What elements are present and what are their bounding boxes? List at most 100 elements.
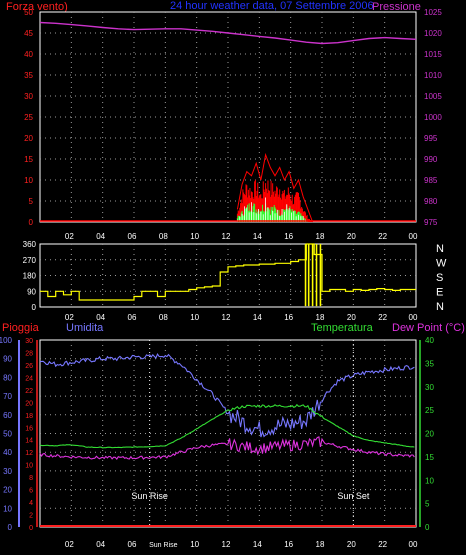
compass-label: N bbox=[436, 243, 444, 255]
x-tick-label: 12 bbox=[222, 232, 231, 241]
x-tick-label: 22 bbox=[378, 232, 387, 241]
x-tick-label: 18 bbox=[316, 313, 325, 322]
temperature-tick-label: 5 bbox=[425, 500, 430, 509]
x-tick-label: 04 bbox=[96, 232, 105, 241]
x-tick-label: 10 bbox=[190, 540, 199, 549]
pressure-axis-title: Pressione bbox=[372, 1, 421, 13]
x-tick-label: 16 bbox=[284, 232, 293, 241]
pressure-tick-label: 1015 bbox=[424, 50, 442, 59]
rain-tick-label: 8 bbox=[29, 475, 33, 482]
x-tick-label: 10 bbox=[190, 313, 199, 322]
temperature-tick-label: 25 bbox=[425, 406, 434, 415]
wind-tick-label: 35 bbox=[24, 71, 33, 80]
wind-tick-label: 0 bbox=[29, 218, 34, 227]
wind-tick-label: 45 bbox=[24, 29, 33, 38]
x-tick-label: 12 bbox=[222, 540, 231, 549]
humidity-tick-label: 40 bbox=[3, 448, 12, 457]
pressure-tick-label: 975 bbox=[424, 218, 438, 227]
pressure-tick-label: 990 bbox=[424, 155, 438, 164]
rain-tick-label: 18 bbox=[25, 413, 33, 420]
dewpoint-axis-title: Dew Point (°C) bbox=[392, 322, 465, 334]
x-tick-label: 02 bbox=[65, 232, 74, 241]
x-tick-label: 12 bbox=[222, 313, 231, 322]
x-tick-label: 08 bbox=[159, 313, 168, 322]
temperature-tick-label: 40 bbox=[425, 336, 434, 345]
direction-tick-label: 0 bbox=[32, 303, 37, 312]
x-tick-label: 06 bbox=[128, 313, 137, 322]
x-tick-label: 16 bbox=[284, 540, 293, 549]
x-tick-label: 00 bbox=[409, 313, 418, 322]
humidity-tick-label: 50 bbox=[3, 430, 12, 439]
wind-tick-label: 5 bbox=[29, 197, 34, 206]
x-tick-label: 22 bbox=[378, 313, 387, 322]
humidity-tick-label: 30 bbox=[3, 467, 12, 476]
rain-tick-label: 12 bbox=[25, 450, 33, 457]
wind-tick-label: 30 bbox=[24, 92, 33, 101]
direction-frame bbox=[39, 243, 417, 308]
x-tick-label: 14 bbox=[253, 540, 262, 549]
x-tick-label: 20 bbox=[347, 540, 356, 549]
wind-tick-label: 25 bbox=[24, 113, 33, 122]
wind-tick-label: 10 bbox=[24, 176, 33, 185]
x-tick-label: 18 bbox=[316, 232, 325, 241]
wind-tick-label: 40 bbox=[24, 50, 33, 59]
x-tick-label: 06 bbox=[128, 232, 137, 241]
direction-line bbox=[40, 243, 416, 301]
direction-tick-label: 180 bbox=[23, 272, 37, 281]
compass-label: S bbox=[436, 272, 443, 284]
humidity-tick-label: 90 bbox=[3, 355, 12, 364]
temperature-tick-label: 20 bbox=[425, 430, 434, 439]
direction-tick-label: 360 bbox=[23, 240, 37, 249]
x-tick-label: 04 bbox=[96, 313, 105, 322]
compass-label: N bbox=[436, 301, 444, 313]
humidity-tick-label: 20 bbox=[3, 486, 12, 495]
temperature-tick-label: 35 bbox=[425, 359, 434, 368]
sunset-label: Sun Set bbox=[337, 491, 370, 501]
rain-tick-label: 0 bbox=[29, 525, 33, 532]
rain-tick-label: 16 bbox=[25, 425, 33, 432]
wind-tick-label: 15 bbox=[24, 155, 33, 164]
humidity-tick-label: 0 bbox=[8, 523, 13, 532]
rain-tick-label: 20 bbox=[25, 400, 33, 407]
pressure-tick-label: 985 bbox=[424, 176, 438, 185]
pressure-tick-label: 995 bbox=[424, 134, 438, 143]
pressure-tick-label: 1000 bbox=[424, 113, 442, 122]
dewpoint-line bbox=[39, 436, 415, 461]
temperature-tick-label: 0 bbox=[425, 523, 430, 532]
pressure-tick-label: 1025 bbox=[424, 8, 442, 17]
x-tick-label: 22 bbox=[378, 540, 387, 549]
rain-tick-label: 10 bbox=[25, 463, 33, 470]
rain-tick-label: 4 bbox=[29, 500, 33, 507]
x-tick-label: 00 bbox=[409, 232, 418, 241]
x-tick-label: 20 bbox=[347, 313, 356, 322]
rain-tick-label: 6 bbox=[29, 488, 33, 495]
compass-label: W bbox=[436, 258, 447, 270]
rain-tick-label: 24 bbox=[25, 375, 33, 382]
sunrise-label: Sun Rise bbox=[131, 491, 168, 501]
x-tick-label: 08 bbox=[159, 232, 168, 241]
direction-tick-label: 270 bbox=[23, 256, 37, 265]
pressure-tick-label: 1020 bbox=[424, 29, 442, 38]
rain-tick-label: 22 bbox=[25, 388, 33, 395]
rain-axis-title: Pioggia bbox=[2, 322, 40, 334]
humidity-tick-label: 100 bbox=[0, 336, 13, 345]
pressure-tick-label: 1010 bbox=[424, 71, 442, 80]
temperature-tick-label: 10 bbox=[425, 476, 434, 485]
humidity-tick-label: 70 bbox=[3, 392, 12, 401]
rain-tick-label: 2 bbox=[29, 513, 33, 520]
humidity-tick-label: 10 bbox=[3, 504, 12, 513]
temperature-line bbox=[39, 403, 415, 449]
x-tick-label: 16 bbox=[284, 313, 293, 322]
pressure-tick-label: 980 bbox=[424, 197, 438, 206]
temperature-tick-label: 15 bbox=[425, 453, 434, 462]
x-tick-label: 10 bbox=[190, 232, 199, 241]
humidity-tick-label: 80 bbox=[3, 373, 12, 382]
wind-axis-title: Forza vento) bbox=[6, 1, 68, 13]
rain-tick-label: 28 bbox=[25, 350, 33, 357]
x-tick-label: 14 bbox=[253, 313, 262, 322]
x-tick-label: 18 bbox=[316, 540, 325, 549]
x-tick-label: 04 bbox=[96, 540, 105, 549]
rain-tick-label: 30 bbox=[25, 338, 33, 345]
wind-tick-label: 20 bbox=[24, 134, 33, 143]
pressure-tick-label: 1005 bbox=[424, 92, 442, 101]
